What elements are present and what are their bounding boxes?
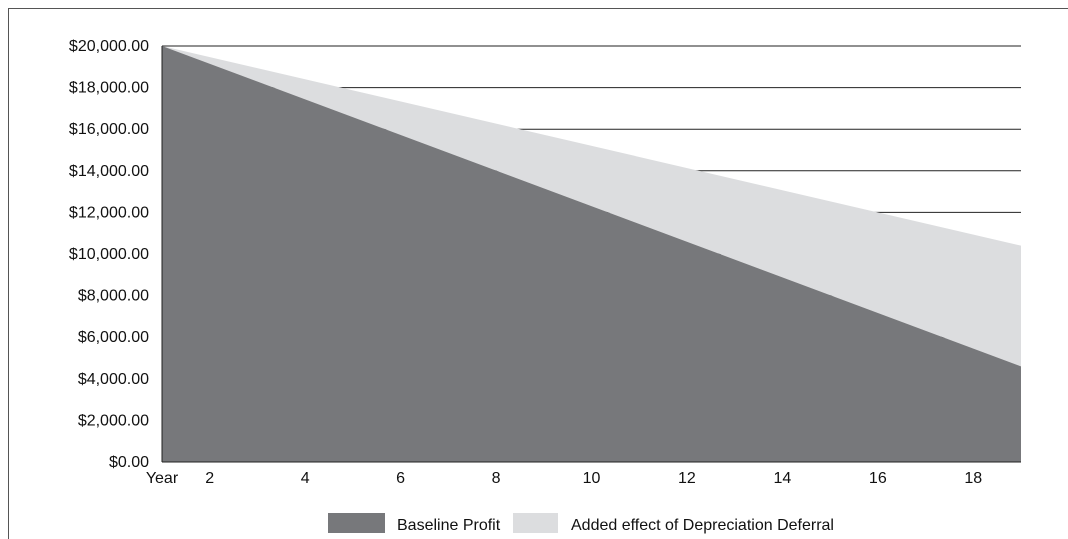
y-tick-label-8: $16,000.00 <box>69 121 149 138</box>
y-tick-label-3: $6,000.00 <box>78 329 149 346</box>
y-tick-label-2: $4,000.00 <box>78 371 149 388</box>
y-axis-tick-labels: $0.00 $2,000.00 $4,000.00 $6,000.00 $8,000.0… <box>69 38 149 471</box>
legend-label-depreciation-deferral: Added effect of Depreciation Deferral <box>571 517 834 534</box>
x-tick-label-2: 4 <box>301 470 310 487</box>
legend-swatch-depreciation-deferral <box>513 513 558 533</box>
x-tick-label-3: 6 <box>396 470 405 487</box>
x-tick-label-0: Year <box>146 470 179 487</box>
x-tick-label-6: 12 <box>678 470 696 487</box>
y-tick-label-7: $14,000.00 <box>69 163 149 180</box>
chart-axes <box>161 46 1021 463</box>
y-tick-label-1: $2,000.00 <box>78 412 149 429</box>
y-tick-label-6: $12,000.00 <box>69 204 149 221</box>
y-tick-label-9: $18,000.00 <box>69 80 149 97</box>
y-tick-label-0: $0.00 <box>109 454 149 471</box>
chart-frame <box>8 8 1068 539</box>
x-tick-label-4: 8 <box>492 470 501 487</box>
x-tick-label-7: 14 <box>773 470 791 487</box>
y-tick-label-10: $20,000.00 <box>69 38 149 55</box>
chart-areas <box>162 46 1021 462</box>
y-tick-label-4: $8,000.00 <box>78 288 149 305</box>
x-tick-label-9: 18 <box>964 470 982 487</box>
x-tick-label-1: 2 <box>205 470 214 487</box>
chart-legend: Baseline Profit Added effect of Deprecia… <box>328 513 834 534</box>
legend-label-baseline-profit: Baseline Profit <box>397 517 501 534</box>
x-tick-label-5: 10 <box>583 470 601 487</box>
area-baseline-profit <box>162 46 1021 462</box>
y-tick-label-5: $10,000.00 <box>69 246 149 263</box>
legend-swatch-baseline-profit <box>328 513 385 533</box>
x-tick-label-8: 16 <box>869 470 887 487</box>
x-axis-tick-labels: Year 2 4 6 8 10 12 14 16 18 <box>146 470 982 487</box>
